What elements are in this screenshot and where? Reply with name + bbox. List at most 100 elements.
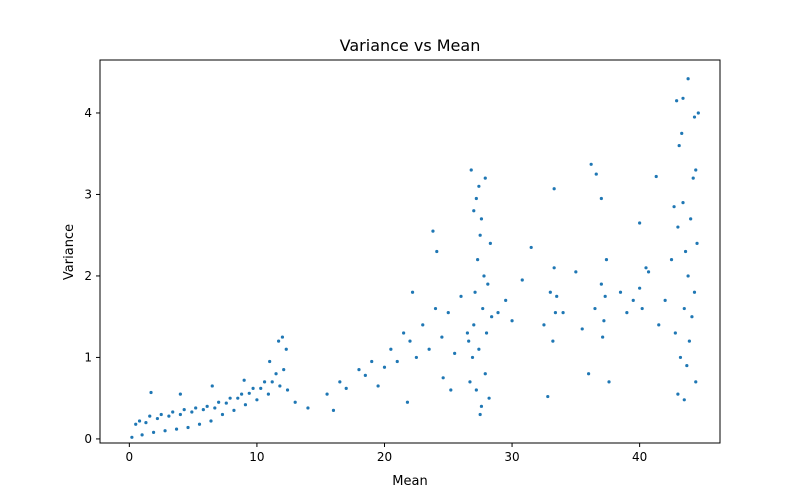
data-point bbox=[589, 162, 593, 166]
data-point bbox=[280, 335, 285, 339]
data-point bbox=[469, 168, 473, 172]
data-point bbox=[472, 209, 476, 213]
data-point bbox=[694, 168, 698, 172]
data-point bbox=[474, 388, 478, 392]
data-point bbox=[163, 429, 167, 433]
data-point bbox=[676, 225, 680, 229]
data-point bbox=[477, 184, 481, 188]
data-point bbox=[481, 306, 485, 311]
data-point bbox=[433, 306, 438, 311]
data-point bbox=[677, 143, 681, 148]
data-point bbox=[268, 359, 272, 364]
y-tick-label: 0 bbox=[84, 432, 92, 446]
data-point bbox=[331, 408, 336, 413]
data-point bbox=[278, 384, 282, 388]
data-point bbox=[654, 174, 658, 179]
data-point bbox=[593, 306, 597, 311]
data-point bbox=[685, 363, 689, 368]
data-point bbox=[644, 266, 648, 270]
data-point bbox=[194, 406, 198, 410]
data-point bbox=[151, 430, 156, 435]
data-point bbox=[467, 339, 471, 343]
data-point bbox=[689, 217, 693, 221]
data-point bbox=[470, 355, 475, 360]
data-point bbox=[631, 298, 635, 302]
data-point bbox=[683, 249, 688, 254]
plot-frame bbox=[99, 59, 721, 444]
data-point bbox=[640, 306, 644, 311]
data-point bbox=[232, 408, 236, 413]
data-point bbox=[197, 422, 202, 426]
data-point bbox=[144, 421, 148, 425]
data-point bbox=[663, 298, 667, 302]
data-point bbox=[678, 355, 683, 360]
data-point bbox=[618, 290, 623, 294]
data-point bbox=[205, 404, 209, 408]
data-point bbox=[224, 401, 228, 405]
data-point bbox=[680, 131, 684, 135]
data-point bbox=[692, 290, 697, 294]
data-point bbox=[599, 282, 603, 286]
data-point bbox=[646, 270, 651, 274]
data-point bbox=[266, 392, 270, 396]
data-point bbox=[594, 172, 598, 176]
data-point bbox=[210, 384, 214, 388]
data-point bbox=[561, 311, 565, 315]
data-point bbox=[690, 315, 694, 319]
data-point bbox=[691, 176, 695, 180]
data-point bbox=[178, 412, 182, 417]
ticks-layer: 0 10 20 30 40 0 1 2 3 4 bbox=[84, 106, 647, 464]
data-point bbox=[552, 187, 556, 191]
data-point bbox=[602, 319, 606, 323]
data-point bbox=[171, 410, 175, 414]
data-point bbox=[277, 339, 281, 343]
data-point bbox=[209, 419, 213, 423]
data-point bbox=[695, 241, 699, 245]
data-point bbox=[431, 229, 435, 233]
data-point bbox=[681, 201, 685, 205]
data-point bbox=[657, 323, 661, 327]
data-point bbox=[255, 398, 259, 402]
data-point bbox=[484, 331, 489, 335]
data-point bbox=[453, 351, 457, 355]
data-point bbox=[474, 196, 478, 201]
data-point bbox=[478, 412, 482, 417]
data-point bbox=[483, 176, 487, 180]
data-point bbox=[344, 386, 348, 391]
data-point bbox=[553, 311, 558, 315]
data-point bbox=[459, 294, 463, 298]
data-point bbox=[201, 407, 205, 412]
data-point bbox=[167, 414, 171, 418]
data-point bbox=[551, 339, 555, 343]
data-point bbox=[488, 241, 492, 245]
data-point bbox=[510, 319, 514, 323]
data-point bbox=[217, 400, 221, 404]
data-point bbox=[607, 380, 611, 384]
data-point bbox=[159, 412, 163, 417]
data-point bbox=[465, 331, 470, 335]
data-point bbox=[692, 115, 697, 119]
data-point bbox=[325, 392, 329, 396]
data-point bbox=[228, 396, 232, 400]
data-point bbox=[306, 406, 310, 410]
data-point bbox=[601, 335, 605, 339]
data-point bbox=[243, 403, 248, 407]
data-point bbox=[435, 249, 439, 254]
data-point bbox=[694, 380, 698, 384]
data-point bbox=[479, 404, 484, 408]
data-point bbox=[274, 372, 278, 376]
x-tick-label: 20 bbox=[377, 450, 392, 464]
data-point bbox=[478, 233, 482, 237]
data-point bbox=[687, 339, 691, 343]
data-point bbox=[520, 278, 524, 282]
x-axis-label: Mean bbox=[392, 474, 427, 489]
data-point bbox=[487, 396, 491, 400]
data-point bbox=[449, 388, 453, 392]
data-point bbox=[476, 258, 480, 262]
data-point bbox=[247, 391, 251, 395]
data-point bbox=[293, 400, 297, 404]
data-point bbox=[285, 388, 290, 392]
data-point bbox=[282, 368, 286, 372]
data-point bbox=[625, 311, 629, 315]
data-point bbox=[440, 335, 444, 339]
